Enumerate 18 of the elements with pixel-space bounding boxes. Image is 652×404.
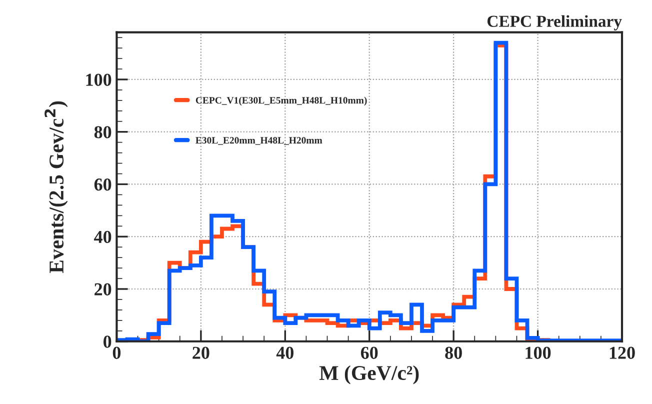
x-tick-label: 80: [445, 346, 462, 359]
x-tick-label: 60: [360, 346, 378, 359]
y-tick-label: 40: [94, 230, 112, 244]
y-axis-title: Events/(2.5 Gev/c$^{2}$): [44, 101, 68, 274]
x-tick-label: 120: [610, 346, 635, 359]
x-axis-title: M (GeV/c²): [319, 365, 419, 384]
y-tick-label: 100: [86, 74, 112, 86]
legend-label: CEPC_V1(E30L_E5mm_H48L_H10mm): [196, 96, 367, 106]
y-tick-label: 60: [94, 178, 112, 191]
x-tick-label: 100: [526, 346, 551, 359]
x-tick-label: 20: [192, 346, 210, 359]
x-tick-label: 40: [276, 346, 294, 359]
x-tick-label: 0: [112, 346, 121, 359]
y-tick-label: 20: [94, 283, 112, 296]
legend-label: E30L_E20mm_H48L_H20mm: [196, 137, 322, 145]
y-tick-label: 80: [94, 126, 112, 138]
y-tick-label: 0: [104, 336, 112, 348]
chart-title: CEPC Preliminary: [487, 15, 622, 30]
